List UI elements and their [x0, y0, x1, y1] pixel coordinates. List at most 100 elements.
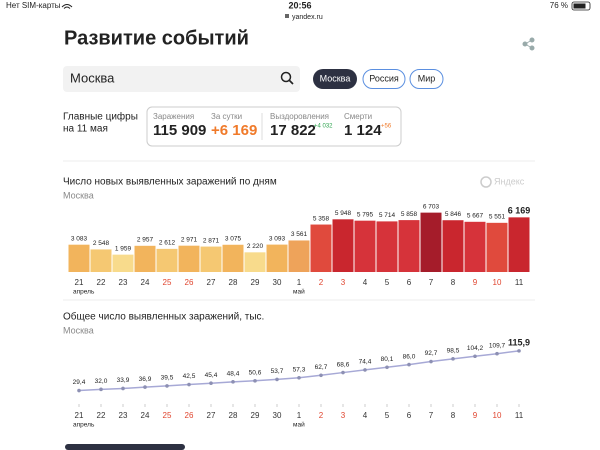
- x-tick-label: 5: [385, 278, 390, 287]
- value-label: 109,7: [489, 342, 506, 349]
- point: [429, 359, 433, 364]
- x-tick-label: 2: [319, 278, 324, 287]
- value-label: 39,5: [161, 375, 174, 382]
- value-label: 32,0: [95, 378, 108, 385]
- point: [99, 387, 103, 392]
- watermark-icon: [480, 176, 492, 188]
- x-tick-label: 21: [75, 411, 84, 420]
- point: [451, 357, 455, 361]
- value-label: 115,9: [508, 337, 530, 347]
- x-tick-label: 6: [407, 411, 412, 420]
- value-label: 104,2: [467, 345, 484, 352]
- point: [165, 384, 169, 388]
- x-tick-label: 10: [493, 411, 502, 420]
- value-label: 2 957: [137, 237, 154, 244]
- bar: [420, 212, 442, 272]
- x-tick-label: 28: [229, 411, 238, 420]
- value-label: 74,4: [359, 359, 372, 366]
- bar: [266, 244, 288, 272]
- x-tick-label: 7: [429, 278, 434, 287]
- stats-box: [146, 106, 402, 147]
- share-button[interactable]: [522, 37, 535, 51]
- value-label: 3 561: [291, 231, 308, 238]
- stat-delta: +56: [381, 124, 392, 130]
- url: yandex.ru: [292, 14, 323, 21]
- value-label: 5 551: [489, 214, 506, 221]
- value-label: 3 075: [225, 235, 242, 242]
- battery-icon: [571, 1, 591, 11]
- clock: 20:56: [288, 0, 311, 10]
- value-label: 2 220: [247, 243, 264, 250]
- value-label: 57,3: [293, 366, 306, 373]
- summary-date: на 11 мая: [63, 124, 108, 135]
- stat-label: За сутки: [211, 112, 242, 121]
- value-label: 2 871: [203, 237, 220, 244]
- search-icon[interactable]: [280, 71, 294, 85]
- x-tick-label: 2: [319, 411, 324, 420]
- x-tick-label: 29: [251, 411, 260, 420]
- x-tick-label: 9: [473, 411, 478, 420]
- search-value[interactable]: Москва: [70, 70, 115, 85]
- tab-active[interactable]: [313, 69, 357, 89]
- point: [495, 351, 499, 356]
- value-label: 98,5: [447, 348, 460, 355]
- point: [187, 382, 191, 387]
- value-label: 5 358: [313, 215, 330, 222]
- bar: [442, 220, 464, 272]
- value-label: 5 714: [379, 212, 396, 219]
- bar: [68, 244, 90, 272]
- x-tick-label: 21: [75, 278, 84, 287]
- bar: [288, 240, 310, 272]
- x-tick-label: 8: [451, 411, 456, 420]
- value-label: 45,4: [205, 372, 218, 379]
- x-tick-label: 11: [515, 411, 524, 420]
- value-label: 48,4: [227, 371, 240, 378]
- stat-label: Выздоровления: [270, 112, 329, 121]
- point: [253, 379, 257, 383]
- value-label: 3 083: [71, 235, 88, 242]
- bar: [376, 221, 398, 272]
- stat-label: Смерти: [344, 112, 372, 121]
- bar: [134, 245, 156, 272]
- value-label: 6 703: [423, 203, 440, 210]
- value-label: 3 093: [269, 235, 286, 242]
- x-tick-label: 11: [515, 278, 524, 287]
- x-tick-label: 22: [97, 278, 106, 287]
- value-label: 6 169: [508, 206, 531, 216]
- point: [319, 373, 323, 378]
- bar: [178, 245, 200, 272]
- tab[interactable]: Россия: [369, 73, 399, 83]
- tab[interactable]: Москва: [320, 73, 351, 83]
- point: [231, 380, 235, 384]
- value-label: 5 795: [357, 211, 374, 218]
- x-tick-label: 4: [363, 411, 368, 420]
- x-tick-label: 22: [97, 411, 106, 420]
- summary-title: Главные цифры: [63, 111, 138, 123]
- stat-value: 1 124: [344, 122, 382, 139]
- x-tick-label: 26: [185, 411, 194, 420]
- x-tick-label: 1: [297, 278, 302, 287]
- wifi-icon: [61, 4, 73, 9]
- x-tick-label: 1: [297, 411, 302, 420]
- tab-button[interactable]: [362, 69, 406, 89]
- watermark: Яндекс: [494, 176, 525, 186]
- point: [297, 375, 301, 380]
- value-label: 5 667: [467, 213, 484, 220]
- tab[interactable]: Мир: [418, 73, 436, 83]
- point: [209, 381, 213, 385]
- search-box[interactable]: [63, 66, 300, 92]
- bar: [156, 248, 178, 272]
- x-tick-label: 10: [493, 278, 502, 287]
- battery-fill: [573, 3, 586, 9]
- value-label: 29,4: [73, 379, 86, 386]
- bar: [398, 220, 420, 272]
- carrier: Нет SIM-карты: [6, 1, 61, 10]
- x-tick-label: 5: [385, 411, 390, 420]
- bar: [244, 252, 266, 272]
- bar: [310, 224, 332, 272]
- x-tick-label: 25: [163, 411, 172, 420]
- x-tick-label: 29: [251, 278, 260, 287]
- value-label: 2 548: [93, 240, 110, 247]
- tab-button[interactable]: [409, 69, 444, 89]
- x-tick-label: 24: [141, 278, 150, 287]
